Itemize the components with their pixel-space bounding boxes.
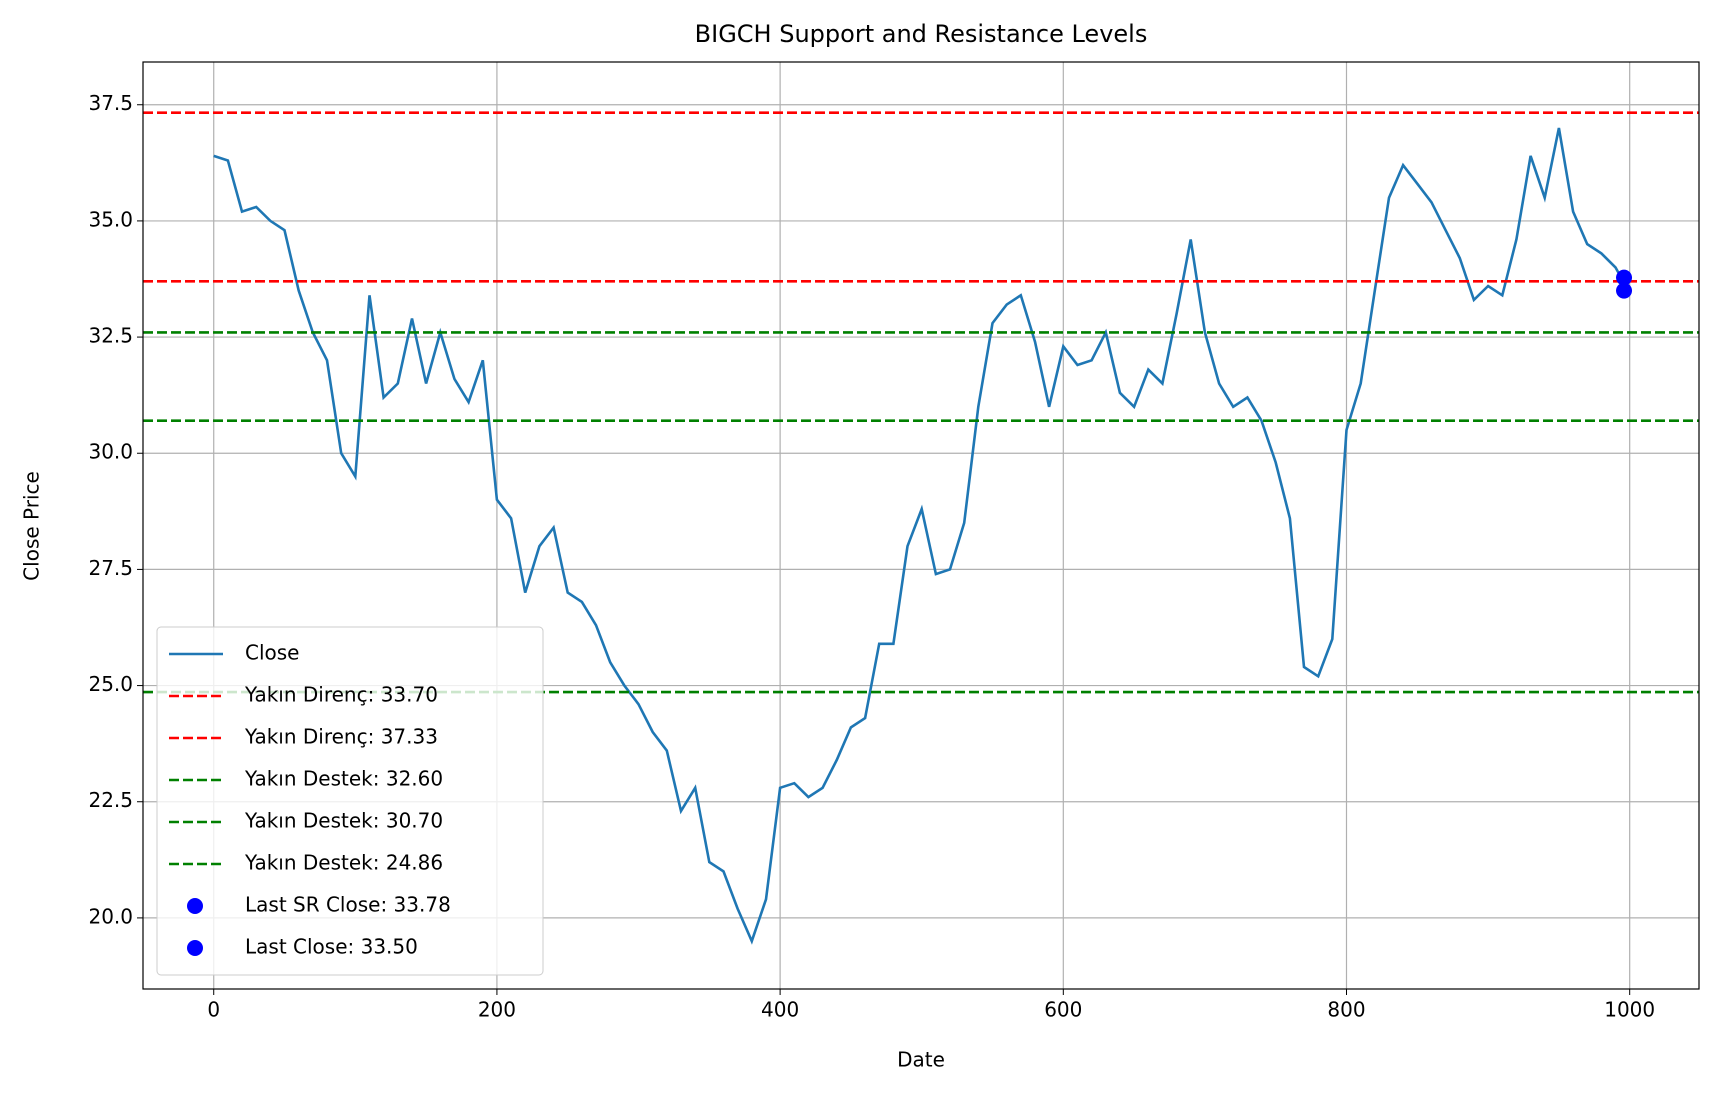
- y-tick-label: 22.5: [88, 788, 133, 812]
- legend-box: [156, 626, 544, 976]
- legend-label: Close: [245, 641, 299, 665]
- x-tick-label: 1000: [1604, 998, 1655, 1022]
- legend-label: Yakın Destek: 32.60: [244, 767, 443, 791]
- legend-marker: [187, 898, 203, 914]
- plot-frame: [142, 61, 1700, 990]
- chart-title: BIGCH Support and Resistance Levels: [695, 20, 1148, 48]
- y-tick-label: 20.0: [88, 904, 133, 928]
- x-tick-label: 600: [1044, 998, 1082, 1022]
- y-axis-label: Close Price: [20, 471, 44, 581]
- y-tick-label: 27.5: [88, 556, 133, 580]
- legend: Close Yakın Direnç: 33.70 Yakın Direnç: 37…: [156, 626, 544, 976]
- y-tick-label: 30.0: [88, 440, 133, 464]
- legend-marker: [187, 940, 203, 956]
- x-tick-label: 0: [207, 998, 220, 1022]
- legend-label: Last Close: 33.50: [245, 935, 418, 959]
- y-tick-label: 37.5: [88, 91, 133, 115]
- x-axis-label: Date: [897, 1048, 945, 1072]
- legend-label: Last SR Close: 33.78: [245, 893, 451, 917]
- legend-label: Yakın Direnç: 33.70: [244, 683, 438, 707]
- legend-label: Yakın Destek: 24.86: [244, 851, 443, 875]
- legend-label: Yakın Direnç: 37.33: [244, 725, 438, 749]
- last-point: [1616, 269, 1633, 286]
- legend-label: Yakın Destek: 30.70: [244, 809, 443, 833]
- x-tick-label: 800: [1327, 998, 1365, 1022]
- last-point: [1616, 282, 1633, 299]
- x-tick-label: 400: [761, 998, 799, 1022]
- y-tick-label: 32.5: [88, 324, 133, 348]
- close-line: [213, 127, 1630, 945]
- y-tick-label: 25.0: [88, 672, 133, 696]
- x-tick-label: 200: [478, 998, 516, 1022]
- y-tick-label: 35.0: [88, 207, 133, 231]
